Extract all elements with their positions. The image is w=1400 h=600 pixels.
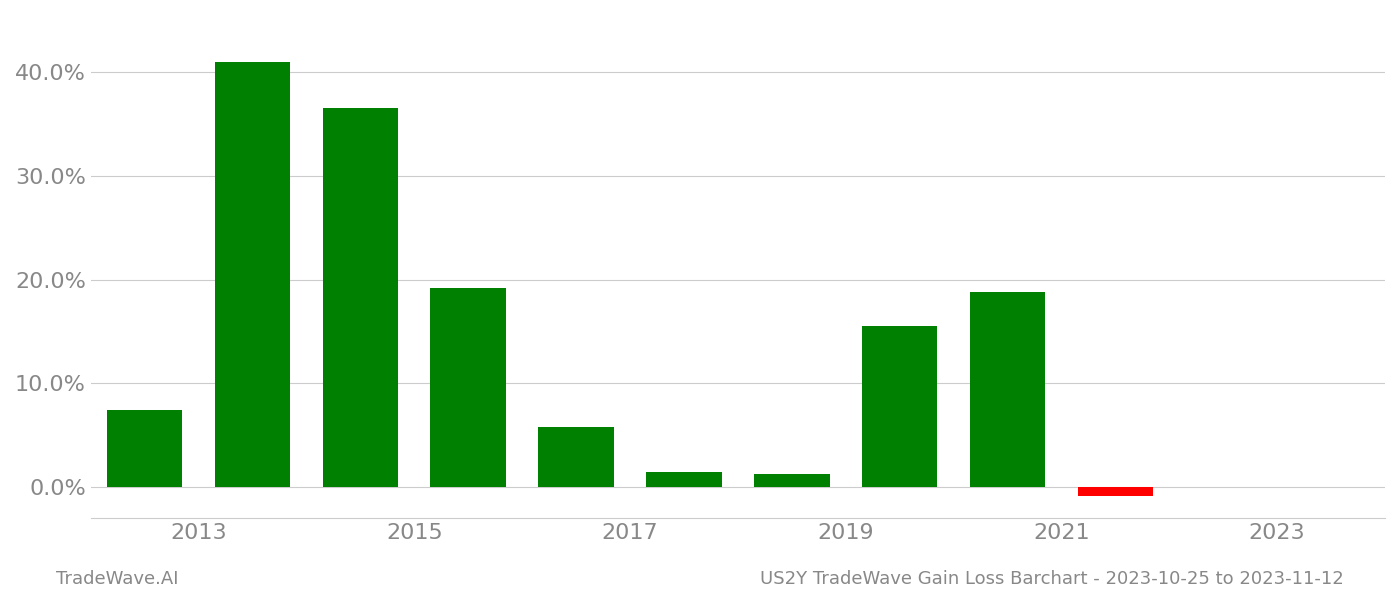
Bar: [539, 427, 613, 487]
Bar: [430, 288, 505, 487]
Bar: [214, 62, 290, 487]
Bar: [862, 326, 938, 487]
Bar: [322, 109, 398, 487]
Bar: [970, 292, 1046, 487]
Bar: [647, 472, 721, 487]
Text: US2Y TradeWave Gain Loss Barchart - 2023-10-25 to 2023-11-12: US2Y TradeWave Gain Loss Barchart - 2023…: [760, 570, 1344, 588]
Bar: [1078, 487, 1154, 496]
Bar: [755, 473, 830, 487]
Bar: [106, 410, 182, 487]
Text: TradeWave.AI: TradeWave.AI: [56, 570, 179, 588]
